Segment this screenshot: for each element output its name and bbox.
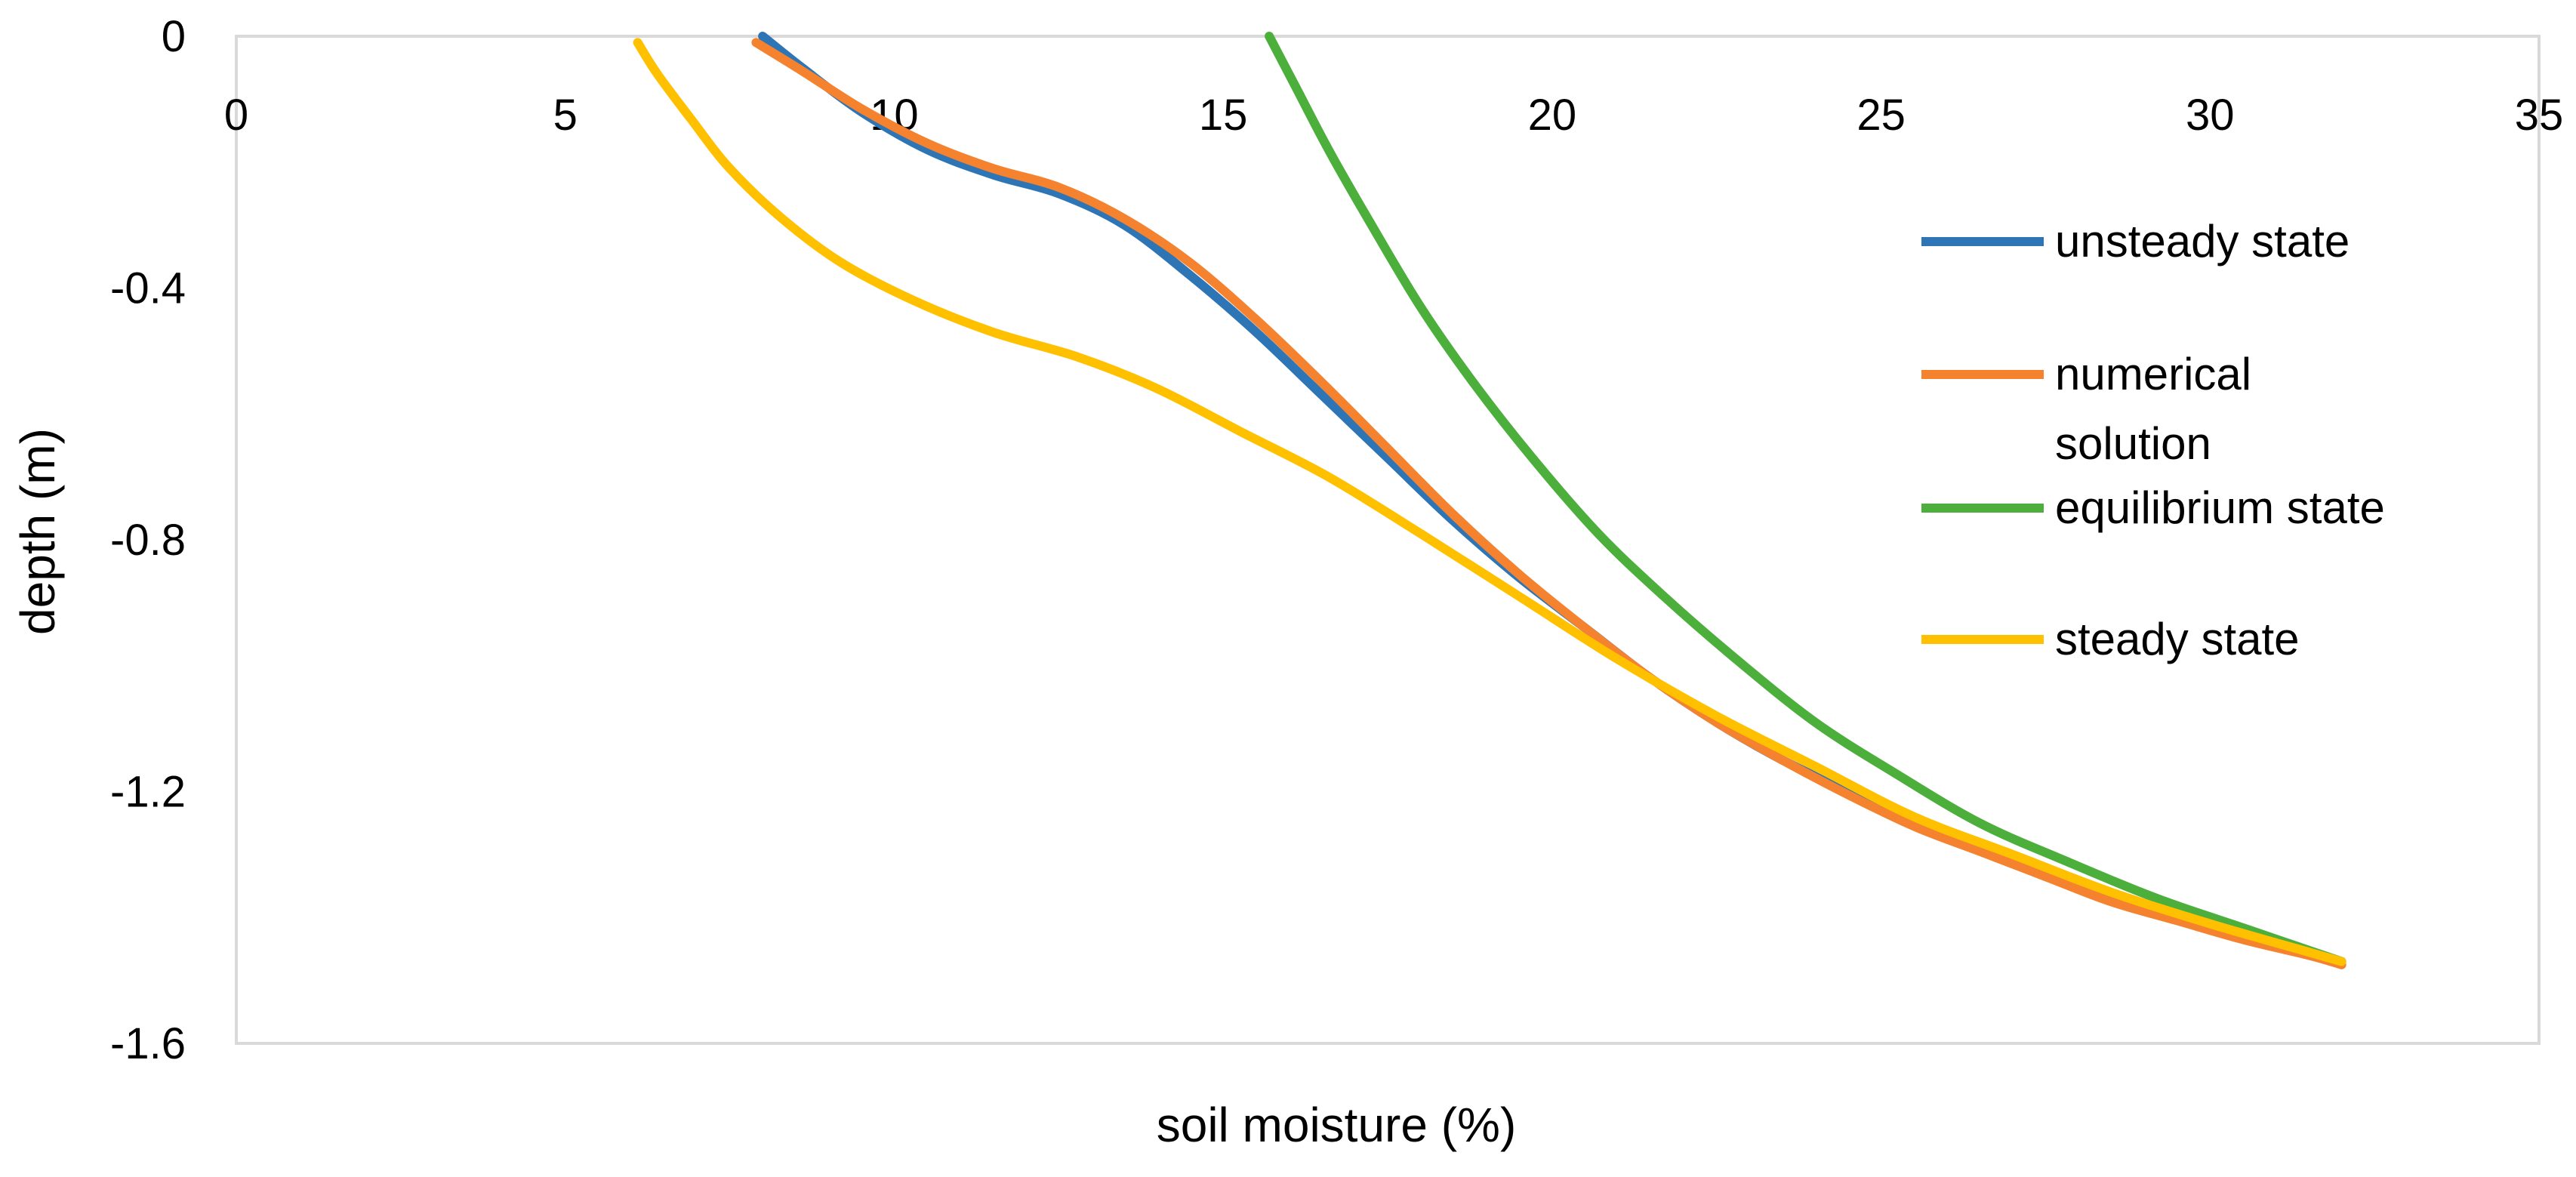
x-tick-label: 35 xyxy=(2515,91,2564,140)
x-axis-title: soil moisture (%) xyxy=(1157,1098,1517,1152)
series-line-steady-state xyxy=(633,38,2346,966)
legend-label: numerical solution xyxy=(2055,349,2251,469)
y-tick-label: -1.2 xyxy=(110,768,186,817)
y-tick-label: -0.4 xyxy=(110,264,186,313)
x-axis-ticks: 0 5 10 15 20 25 30 35 xyxy=(224,91,2563,140)
y-tick-label: -1.6 xyxy=(110,1019,186,1068)
x-tick-label: 15 xyxy=(1199,91,1248,140)
series-lines xyxy=(633,32,2346,969)
x-tick-label: 5 xyxy=(553,91,578,140)
x-tick-label: 25 xyxy=(1857,91,1906,140)
y-tick-label: -0.8 xyxy=(110,516,186,565)
legend-label: steady state xyxy=(2055,614,2300,664)
x-tick-label: 30 xyxy=(2186,91,2235,140)
y-axis-title: depth (m) xyxy=(11,428,65,635)
x-tick-label: 20 xyxy=(1528,91,1577,140)
series-line-equilibrium-state xyxy=(1265,32,2346,966)
y-tick-label: 0 xyxy=(162,12,186,61)
legend-label: equilibrium state xyxy=(2055,482,2385,533)
legend: unsteady state numerical solution equilibri… xyxy=(1921,216,2385,664)
x-tick-label: 0 xyxy=(224,91,248,140)
y-axis-ticks: 0 -0.4 -0.8 -1.2 -1.6 xyxy=(110,12,186,1068)
plot-area xyxy=(235,35,2541,1045)
legend-label: unsteady state xyxy=(2055,216,2350,267)
series-line-numerical-solution xyxy=(751,38,2346,969)
